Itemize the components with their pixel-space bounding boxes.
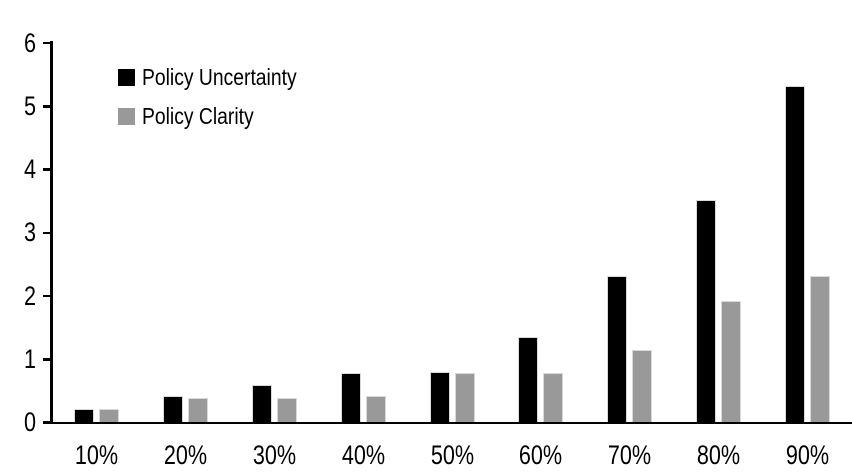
bar-group-80% xyxy=(674,42,763,422)
legend-swatch-policy-uncertainty-icon xyxy=(118,68,135,86)
bar-group-20% xyxy=(141,42,230,422)
y-axis-label-3: 3 xyxy=(23,217,36,248)
bar-group-50% xyxy=(408,42,497,422)
y-axis-label-6: 6 xyxy=(23,27,36,58)
y-axis-label-0: 0 xyxy=(23,407,36,437)
bar-policy-uncertainty-20% xyxy=(162,396,183,422)
bar-policy-uncertainty-90% xyxy=(785,86,806,422)
x-axis-label-20%: 20% xyxy=(163,440,207,470)
bar-group-40% xyxy=(319,42,408,422)
bar-group-30% xyxy=(230,42,319,422)
x-axis-label-80%: 80% xyxy=(697,440,741,470)
bar-policy-clarity-80% xyxy=(721,301,742,422)
bar-policy-clarity-20% xyxy=(187,397,208,422)
y-axis-tick-1 xyxy=(43,358,52,361)
x-axis-label-90%: 90% xyxy=(785,440,830,470)
x-axis-label-30%: 30% xyxy=(252,440,296,470)
y-axis-label-1: 1 xyxy=(23,343,36,374)
plot-area xyxy=(52,42,852,422)
bar-policy-clarity-50% xyxy=(454,372,475,422)
legend-item-policy-uncertainty: Policy Uncertainty xyxy=(118,65,326,89)
y-axis-tick-5 xyxy=(43,105,52,108)
y-axis-tick-2 xyxy=(43,294,52,298)
x-axis-label-10%: 10% xyxy=(74,440,119,470)
bar-policy-clarity-10% xyxy=(98,408,119,422)
y-axis-tick-4 xyxy=(43,168,52,171)
bar-policy-uncertainty-50% xyxy=(429,372,450,422)
legend-label-policy-uncertainty: Policy Uncertainty xyxy=(142,64,297,90)
legend-item-policy-clarity: Policy Clarity xyxy=(118,104,326,128)
bar-policy-uncertainty-60% xyxy=(518,337,539,422)
bar-policy-uncertainty-40% xyxy=(340,372,361,422)
y-axis-label-5: 5 xyxy=(23,90,36,121)
y-axis-tick-0 xyxy=(43,421,52,424)
x-axis-labels: 10% 20% 30% 40% 50% 60% 70% 80% 90% xyxy=(52,440,852,470)
bar-policy-clarity-30% xyxy=(276,397,297,422)
bar-policy-uncertainty-10% xyxy=(73,408,94,422)
bar-policy-uncertainty-80% xyxy=(696,200,717,422)
legend-label-policy-clarity: Policy Clarity xyxy=(142,103,254,129)
bar-policy-clarity-90% xyxy=(810,276,831,422)
y-axis-label-2: 2 xyxy=(23,280,36,311)
bar-policy-clarity-60% xyxy=(543,372,564,422)
y-axis-label-4: 4 xyxy=(23,154,36,184)
legend: Policy Uncertainty Policy Clarity xyxy=(118,65,326,128)
x-axis-line xyxy=(43,421,852,424)
bar-policy-clarity-40% xyxy=(365,396,386,422)
bar-group-70% xyxy=(585,42,674,422)
bar-policy-uncertainty-70% xyxy=(607,276,628,422)
y-axis-tick-6 xyxy=(43,41,52,45)
x-axis-label-40%: 40% xyxy=(341,440,385,470)
bar-policy-clarity-70% xyxy=(632,350,653,422)
bar-group-90% xyxy=(763,42,852,422)
bar-group-10% xyxy=(52,42,141,422)
y-axis-tick-3 xyxy=(43,231,52,234)
x-axis-label-70%: 70% xyxy=(608,440,652,470)
bar-policy-uncertainty-30% xyxy=(251,385,272,422)
x-axis-label-50%: 50% xyxy=(430,440,474,470)
x-axis-label-60%: 60% xyxy=(519,440,563,470)
bar-group-60% xyxy=(496,42,585,422)
legend-swatch-policy-clarity-icon xyxy=(118,107,135,125)
